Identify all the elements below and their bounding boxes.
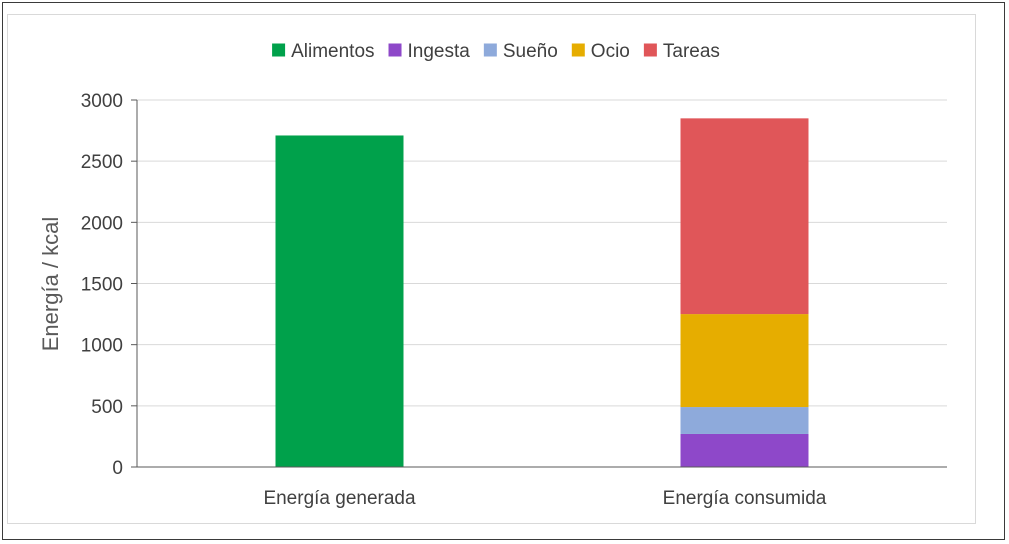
bars [275,118,809,467]
bar-ocio [680,314,809,408]
bar-tareas [680,118,809,315]
y-tick-label: 1500 [81,275,123,296]
legend-label-ocio: Ocio [591,41,630,62]
y-tick-label: 3000 [81,91,123,112]
x-category-label: Energía generada [263,488,416,509]
legend-label-alimentos: Alimentos [291,41,374,62]
legend-swatch-ocio [571,43,585,57]
bar-alimentos [275,135,404,467]
y-tick-label: 500 [91,397,123,418]
y-tick-label: 2500 [81,152,123,173]
y-tick-label: 1000 [81,336,123,357]
gridlines [137,99,947,407]
x-category-label: Energía consumida [663,488,827,509]
legend-label-sueño: Sueño [503,41,558,62]
legend-label-ingesta: Ingesta [408,41,471,62]
legend: Alimentos Ingesta Sueño Ocio Tareas [272,41,720,62]
chart-area-frame [7,14,976,524]
legend-swatch-tareas [643,43,657,57]
y-tick-label: 2000 [81,213,123,234]
legend-swatch-ingesta [388,43,402,57]
legend-label-tareas: Tareas [663,41,720,62]
bar-sueño [680,407,809,434]
axes: 0 500 1000 1500 2000 2500 3000 Energía generada… [81,91,947,509]
bar-ingesta [680,433,809,467]
legend-swatch-sueño [483,43,497,57]
legend-swatch-alimentos [272,43,286,57]
y-axis-label: Energía / kcal [38,217,63,352]
y-tick-label: 0 [112,458,123,479]
